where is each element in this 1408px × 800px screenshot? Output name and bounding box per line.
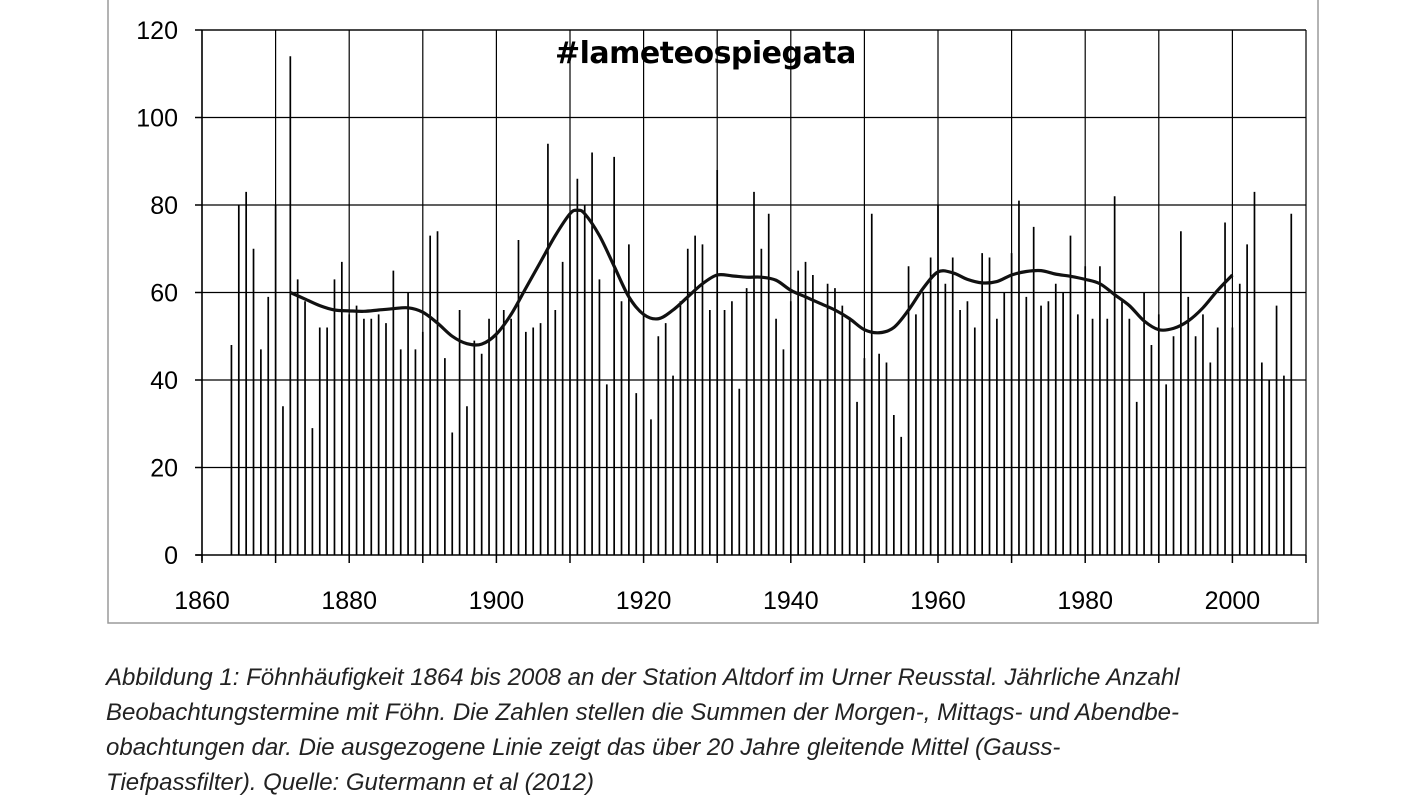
caption-line: obachtungen dar. Die ausgezogene Linie z…: [106, 734, 1061, 761]
x-tick-label: 1860: [174, 587, 230, 615]
y-tick-label: 100: [136, 105, 178, 133]
x-tick-label: 1940: [763, 587, 819, 615]
chart: 0 20 40 60 80 100 120 1860 1880 1900 1920 1940 1960 1…: [107, 0, 1319, 624]
x-tick-label: 1980: [1057, 587, 1113, 615]
figure-frame: [107, 0, 1319, 624]
y-tick-label: 60: [150, 280, 178, 308]
watermark-text: #lameteospiegata: [555, 36, 856, 71]
y-tick-label: 80: [150, 192, 178, 220]
x-tick-label: 1900: [469, 587, 525, 615]
caption-line: Abbildung 1: Föhnhäufigkeit 1864 bis 200…: [106, 664, 1180, 691]
x-tick-label: 1920: [616, 587, 672, 615]
caption-line: Tiefpassfilter). Quelle: Gutermann et al…: [106, 769, 595, 796]
x-tick-label: 1880: [321, 587, 377, 615]
y-tick-label: 40: [150, 367, 178, 395]
x-tick-label: 2000: [1205, 587, 1261, 615]
y-tick-label: 120: [136, 17, 178, 45]
y-tick-label: 0: [164, 542, 178, 570]
caption-line: Beobachtungstermine mit Föhn. Die Zahlen…: [106, 699, 1180, 726]
figure-caption: Abbildung 1: Föhnhäufigkeit 1864 bis 200…: [106, 660, 1396, 800]
x-tick-label: 1960: [910, 587, 966, 615]
moving-average-line: [289, 208, 1234, 347]
y-tick-label: 20: [150, 455, 178, 483]
